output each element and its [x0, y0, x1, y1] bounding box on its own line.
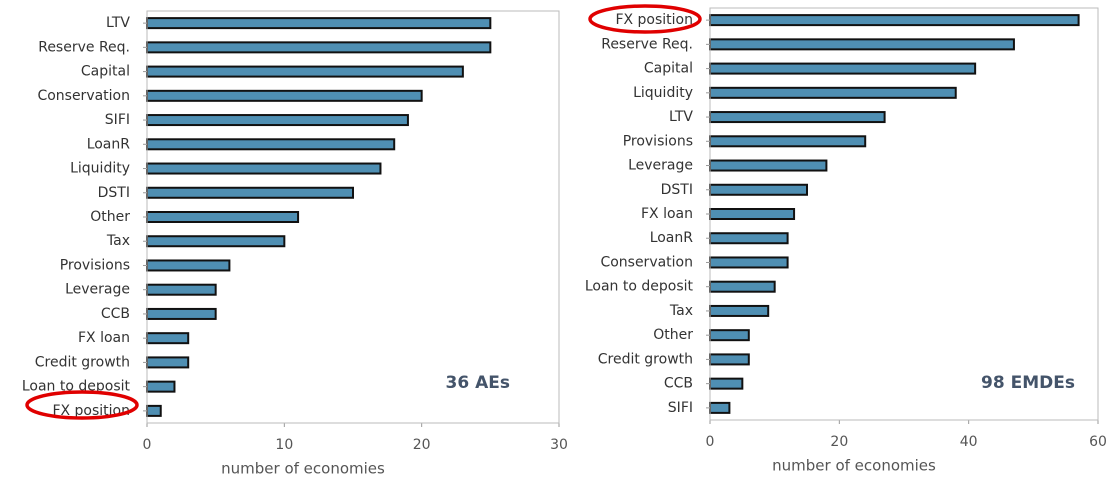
y-tick-label: Loan to deposit — [585, 279, 694, 295]
bar — [709, 62, 977, 75]
bar — [146, 404, 162, 417]
y-tick-label: Provisions — [623, 133, 693, 149]
bar — [146, 138, 396, 151]
y-tick-label: Tax — [669, 303, 693, 319]
y-tick-label: FX loan — [78, 330, 130, 346]
y-tick-label: Leverage — [628, 158, 693, 174]
y-tick-label: SIFI — [668, 400, 693, 416]
annotation: 36 AEs — [446, 373, 510, 393]
y-tick-label: Credit growth — [35, 354, 130, 370]
bar — [146, 332, 190, 345]
y-tick-label: FX position — [615, 12, 693, 28]
y-tick-label: Capital — [81, 64, 130, 80]
y-tick-label: Provisions — [60, 257, 130, 273]
bar — [709, 14, 1080, 27]
bar — [146, 307, 217, 320]
bar — [146, 186, 354, 199]
x-tick-label: 0 — [706, 434, 715, 450]
annotation: 98 EMDEs — [981, 373, 1075, 393]
bar — [146, 17, 492, 30]
bar — [709, 111, 886, 124]
bar — [709, 280, 776, 293]
x-tick-label: 20 — [413, 437, 431, 453]
bar — [709, 232, 789, 245]
y-tick-label: LoanR — [87, 136, 131, 152]
x-tick-label: 60 — [1089, 434, 1107, 450]
bar — [146, 65, 464, 78]
y-tick-label: Conservation — [600, 254, 693, 270]
bar — [709, 38, 1015, 51]
bar — [146, 162, 382, 175]
highlight-ellipse — [588, 4, 702, 34]
bar — [709, 377, 744, 390]
bar — [709, 353, 750, 366]
bar — [146, 380, 176, 393]
plot-frame — [146, 10, 560, 424]
y-tick-label: CCB — [101, 306, 130, 322]
y-tick-label: Credit growth — [598, 351, 693, 367]
y-tick-label: Conservation — [37, 88, 130, 104]
bar — [146, 211, 300, 223]
y-tick-label: DSTI — [98, 185, 130, 201]
y-tick-label: Tax — [106, 233, 130, 249]
y-tick-label: LTV — [669, 109, 693, 125]
y-tick-label: Reserve Req. — [601, 36, 693, 52]
highlight-ellipse — [25, 390, 139, 420]
y-tick-label: Other — [653, 327, 693, 343]
x-tick-label: 30 — [550, 437, 568, 453]
y-tick-label: DSTI — [661, 182, 693, 198]
bar — [709, 304, 770, 317]
y-tick-label: Liquidity — [70, 161, 130, 177]
bar — [709, 183, 808, 196]
y-tick-label: LoanR — [650, 230, 694, 246]
bar — [146, 235, 286, 248]
bar — [709, 86, 957, 99]
bar — [709, 329, 750, 342]
x-tick-label: 0 — [143, 437, 152, 453]
bar — [709, 256, 789, 269]
y-tick-label: Capital — [644, 61, 693, 77]
bar — [709, 401, 731, 414]
bar — [146, 356, 190, 369]
y-tick-label: Leverage — [65, 282, 130, 298]
x-tick-label: 40 — [960, 434, 978, 450]
bar — [146, 89, 423, 102]
y-tick-label: Loan to deposit — [22, 379, 131, 395]
bar — [709, 159, 828, 172]
x-axis-label: number of economies — [221, 460, 385, 478]
bar — [146, 41, 492, 54]
x-tick-label: 10 — [275, 437, 293, 453]
plot-frame — [709, 7, 1099, 421]
bar — [709, 208, 796, 220]
y-tick-label: FX loan — [641, 206, 693, 222]
y-tick-label: SIFI — [105, 112, 130, 128]
x-axis-label: number of economies — [772, 457, 936, 475]
bar — [146, 114, 409, 127]
y-tick-label: Liquidity — [633, 85, 693, 101]
y-tick-label: LTV — [106, 15, 130, 31]
bar — [146, 283, 217, 296]
bar — [709, 135, 867, 148]
y-tick-label: CCB — [664, 376, 693, 392]
y-tick-label: Reserve Req. — [38, 39, 130, 55]
y-tick-label: Other — [90, 209, 130, 225]
x-tick-label: 20 — [830, 434, 848, 450]
bar — [146, 259, 231, 272]
